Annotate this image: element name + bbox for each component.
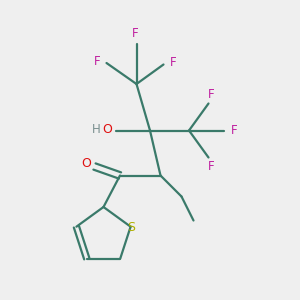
Text: F: F bbox=[231, 124, 237, 137]
Text: O: O bbox=[81, 157, 91, 170]
Text: F: F bbox=[94, 55, 100, 68]
Text: S: S bbox=[128, 221, 136, 234]
Text: F: F bbox=[208, 88, 214, 101]
Text: F: F bbox=[170, 56, 176, 69]
Text: F: F bbox=[208, 160, 214, 173]
Text: F: F bbox=[132, 27, 138, 40]
Text: O: O bbox=[102, 123, 112, 136]
Text: H: H bbox=[92, 123, 100, 136]
